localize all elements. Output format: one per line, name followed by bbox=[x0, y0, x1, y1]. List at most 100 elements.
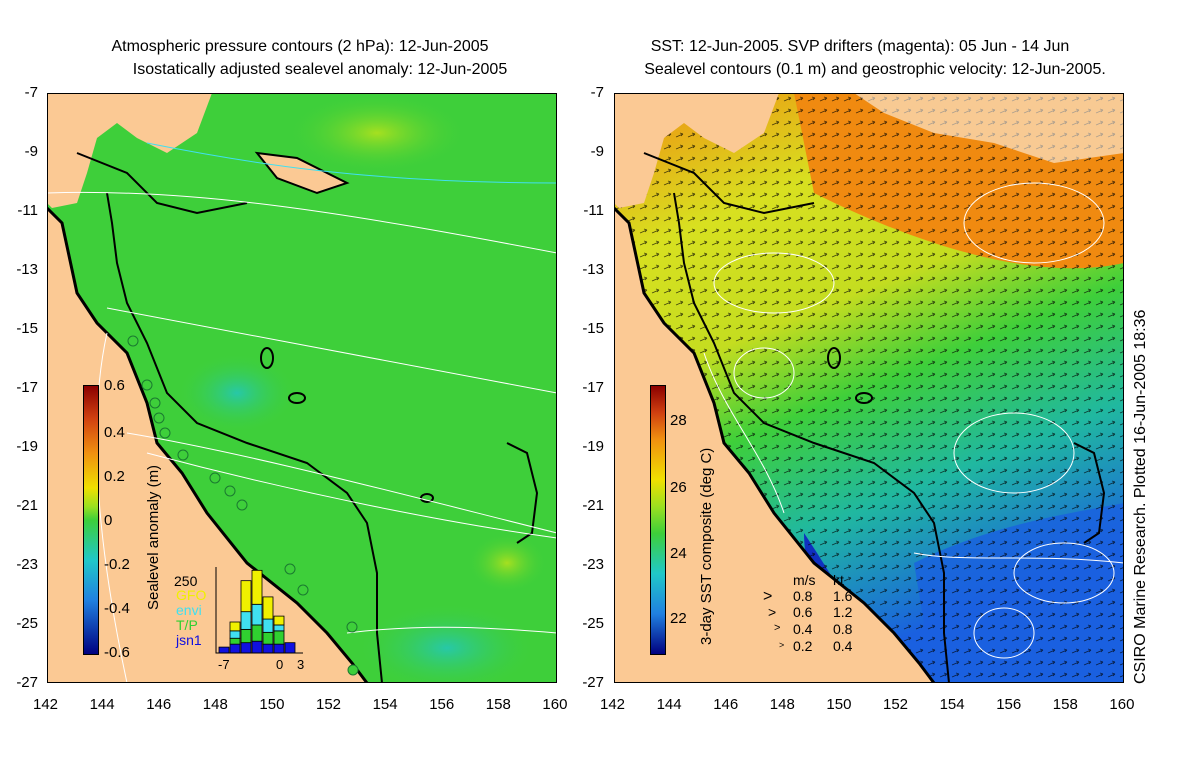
histogram-bar bbox=[273, 624, 285, 632]
histogram-bar bbox=[262, 643, 274, 654]
y-tick-label: -21 bbox=[582, 497, 604, 514]
colorbar-tick: -0.4 bbox=[104, 600, 130, 617]
x-tick-label: 156 bbox=[996, 696, 1022, 713]
velocity-legend-kt: 1.2 bbox=[833, 604, 853, 620]
x-tick-label: 152 bbox=[883, 696, 909, 713]
sealevel-colorbar bbox=[83, 385, 99, 655]
histogram-bar bbox=[229, 643, 241, 654]
x-tick-label: 146 bbox=[146, 696, 172, 713]
histogram-bar bbox=[273, 643, 285, 654]
velocity-legend-ms: 0.8 bbox=[793, 588, 813, 604]
y-tick-label: -9 bbox=[590, 143, 604, 160]
right-title-line1: SST: 12-Jun-2005. SVP drifters (magenta)… bbox=[650, 38, 1070, 55]
y-tick-label: -7 bbox=[590, 84, 604, 101]
sst-colorbar bbox=[650, 385, 666, 655]
velocity-legend-kt: 0.4 bbox=[833, 638, 853, 654]
histogram-bar bbox=[240, 642, 252, 654]
inset-legend-jsn1: jsn1 bbox=[176, 632, 202, 648]
velocity-legend-ms: 0.2 bbox=[793, 638, 813, 654]
colorbar-tick: 0 bbox=[104, 512, 113, 529]
sst-colorbar-tick: 28 bbox=[670, 412, 687, 429]
x-tick-label: 158 bbox=[1052, 696, 1078, 713]
sst-colorbar-tick: 24 bbox=[670, 545, 687, 562]
histogram-bar bbox=[262, 596, 274, 620]
x-tick-label: 142 bbox=[33, 696, 59, 713]
right-title-line2: Sealevel contours (0.1 m) and geostrophi… bbox=[644, 61, 1106, 78]
inset-legend-gfo: GFO bbox=[176, 587, 207, 603]
histogram-bar bbox=[262, 618, 274, 633]
x-tick-label: 142 bbox=[600, 696, 626, 713]
histogram-bar bbox=[240, 628, 252, 644]
left-title-line2: Isostatically adjusted sealevel anomaly:… bbox=[132, 61, 508, 78]
inset-xtick: 3 bbox=[297, 657, 305, 672]
inset-xtick: 0 bbox=[276, 657, 284, 672]
y-tick-label: -25 bbox=[582, 615, 604, 632]
histogram-bar bbox=[273, 630, 285, 645]
y-tick-label: -11 bbox=[17, 202, 38, 219]
left-title-line1: Atmospheric pressure contours (2 hPa): 1… bbox=[111, 38, 489, 55]
y-tick-label: -11 bbox=[583, 202, 604, 219]
x-tick-label: 152 bbox=[316, 696, 342, 713]
x-tick-label: 150 bbox=[259, 696, 285, 713]
colorbar-tick: 0.4 bbox=[104, 424, 125, 441]
velocity-legend-ms: 0.4 bbox=[793, 621, 813, 637]
y-tick-label: -13 bbox=[16, 261, 38, 278]
x-tick-label: 150 bbox=[826, 696, 852, 713]
histogram-axis bbox=[215, 567, 303, 654]
inset-legend-tp: T/P bbox=[176, 617, 198, 633]
y-tick-label: -15 bbox=[16, 320, 38, 337]
histogram-bar bbox=[251, 603, 263, 626]
inset-xtick: -7 bbox=[218, 657, 230, 672]
colorbar-tick: -0.2 bbox=[104, 556, 130, 573]
histogram-bar bbox=[229, 630, 241, 639]
histogram-bar bbox=[251, 640, 263, 654]
y-tick-label: -23 bbox=[16, 556, 38, 573]
inset-legend-envi: envi bbox=[176, 602, 202, 618]
histogram-bar bbox=[240, 580, 252, 613]
histogram-bar bbox=[284, 642, 296, 654]
velocity-legend-header-ms: m/s bbox=[793, 572, 816, 588]
y-tick-label: -19 bbox=[16, 438, 38, 455]
sst-colorbar-tick: 22 bbox=[670, 610, 687, 627]
y-tick-label: -23 bbox=[582, 556, 604, 573]
y-tick-label: -13 bbox=[582, 261, 604, 278]
x-tick-label: 154 bbox=[939, 696, 965, 713]
histogram-bar bbox=[229, 637, 241, 645]
y-tick-label: -9 bbox=[24, 143, 38, 160]
y-tick-label: -27 bbox=[16, 674, 38, 691]
histogram-bar bbox=[251, 569, 263, 605]
histogram-bar bbox=[251, 624, 263, 642]
y-tick-label: -17 bbox=[582, 379, 604, 396]
x-tick-label: 156 bbox=[429, 696, 455, 713]
velocity-legend-arrow-icon: > bbox=[774, 622, 781, 634]
velocity-legend-ms: 0.6 bbox=[793, 604, 813, 620]
x-tick-label: 158 bbox=[485, 696, 511, 713]
x-tick-label: 160 bbox=[542, 696, 568, 713]
track-count-histogram bbox=[215, 567, 303, 654]
colorbar-tick: 0.6 bbox=[104, 377, 125, 394]
colorbar-tick: -0.6 bbox=[104, 644, 130, 661]
sst-colorbar-label: 3-day SST composite (deg C) bbox=[698, 447, 715, 645]
histogram-bar bbox=[240, 611, 252, 630]
histogram-bar bbox=[273, 615, 285, 626]
y-tick-label: -17 bbox=[16, 379, 38, 396]
x-tick-label: 148 bbox=[202, 696, 228, 713]
x-tick-label: 148 bbox=[769, 696, 795, 713]
y-tick-label: -25 bbox=[16, 615, 38, 632]
sst-colorbar-tick: 26 bbox=[670, 479, 687, 496]
y-tick-label: -15 bbox=[582, 320, 604, 337]
x-tick-label: 146 bbox=[713, 696, 739, 713]
histogram-bar bbox=[218, 646, 230, 654]
velocity-legend-arrow-icon: > bbox=[768, 604, 777, 620]
sealevel-colorbar-label: Sealevel anomaly (m) bbox=[145, 464, 162, 610]
x-tick-label: 160 bbox=[1109, 696, 1135, 713]
velocity-legend-header-kt: kt bbox=[833, 572, 844, 588]
sealevel-anomaly-map bbox=[47, 93, 557, 683]
y-tick-label: -7 bbox=[24, 84, 38, 101]
x-tick-label: 144 bbox=[656, 696, 682, 713]
histogram-bar bbox=[262, 631, 274, 645]
y-tick-label: -27 bbox=[582, 674, 604, 691]
plot-credit: CSIRO Marine Research. Plotted 16-Jun-20… bbox=[1132, 309, 1149, 684]
velocity-legend-arrow-icon: > bbox=[779, 640, 785, 650]
x-tick-label: 144 bbox=[89, 696, 115, 713]
